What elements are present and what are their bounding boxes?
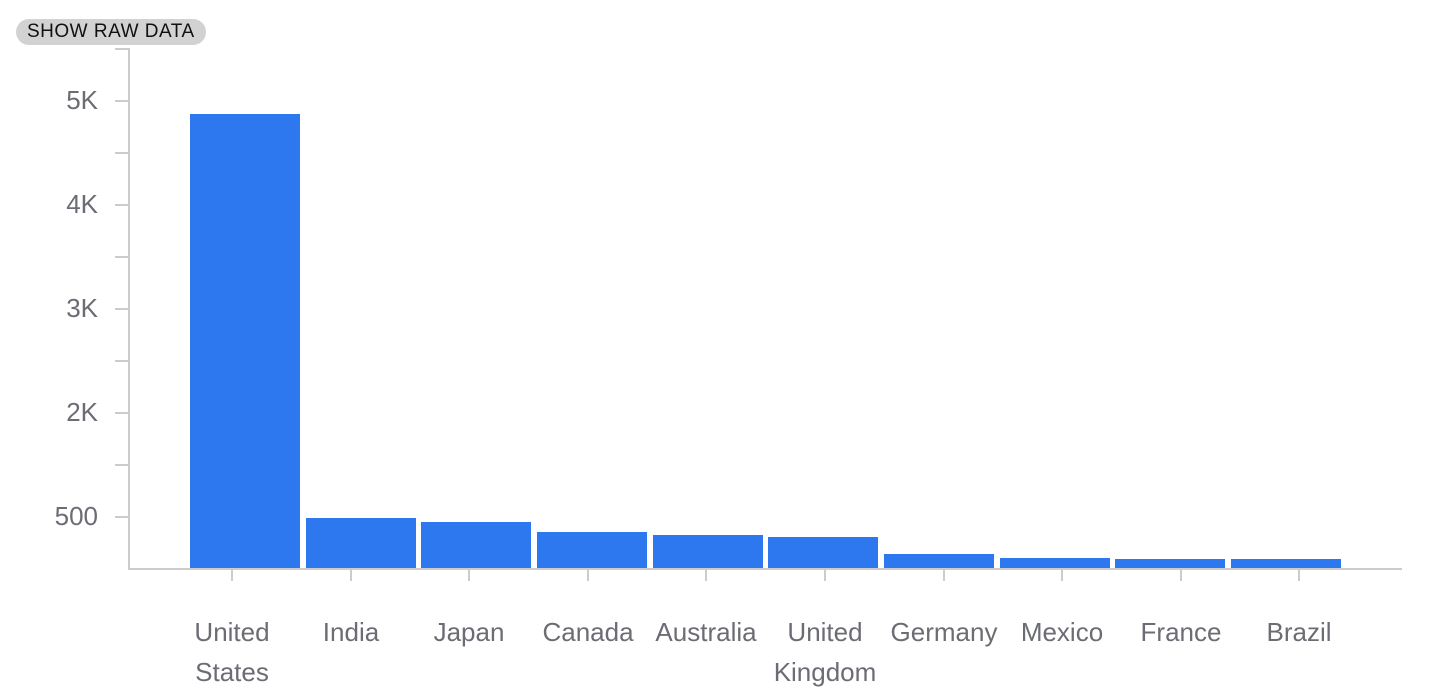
x-category-label: Germany: [890, 617, 998, 647]
x-tick: [350, 568, 352, 581]
y-tick: [115, 204, 128, 206]
x-tick: [824, 568, 826, 581]
y-tick-label: 500: [54, 501, 98, 531]
x-category-label: India: [322, 617, 380, 647]
y-tick: [115, 308, 128, 310]
y-tick-label: 4K: [66, 189, 98, 219]
x-tick: [1298, 568, 1300, 581]
y-tick-label: 5K: [66, 85, 98, 115]
x-category-label: United Kingdom: [773, 617, 877, 687]
y-tick: [115, 256, 128, 258]
bar[interactable]: [884, 554, 994, 568]
bar[interactable]: [306, 518, 416, 568]
x-tick: [943, 568, 945, 581]
y-tick: [115, 100, 128, 102]
bar[interactable]: [653, 535, 763, 568]
x-tick: [1180, 568, 1182, 581]
y-axis-line: [128, 48, 130, 568]
y-tick: [115, 412, 128, 414]
y-tick: [115, 360, 128, 362]
x-tick: [587, 568, 589, 581]
x-tick: [231, 568, 233, 581]
y-tick: [115, 516, 128, 518]
x-category-label: United States: [194, 617, 270, 687]
y-tick-label: 3K: [66, 293, 98, 323]
x-tick: [705, 568, 707, 581]
bar[interactable]: [190, 114, 300, 568]
bar[interactable]: [1000, 558, 1110, 568]
bar[interactable]: [1115, 559, 1225, 568]
y-tick-label: 2K: [66, 397, 98, 427]
y-tick: [115, 152, 128, 154]
x-tick: [468, 568, 470, 581]
bar[interactable]: [537, 532, 647, 568]
x-category-label: France: [1140, 617, 1222, 647]
x-category-label: Japan: [433, 617, 505, 647]
y-tick: [115, 464, 128, 466]
x-tick: [1061, 568, 1063, 581]
x-category-label: Australia: [655, 617, 757, 647]
x-category-label: Canada: [542, 617, 634, 647]
bar[interactable]: [421, 522, 531, 568]
show-raw-data-button[interactable]: SHOW RAW DATA: [16, 19, 206, 45]
x-axis-line: [128, 568, 1402, 570]
y-tick: [115, 48, 128, 50]
bar[interactable]: [1231, 559, 1341, 568]
bar[interactable]: [768, 537, 878, 568]
x-category-label: Mexico: [1020, 617, 1104, 647]
x-category-label: Brazil: [1266, 617, 1332, 647]
